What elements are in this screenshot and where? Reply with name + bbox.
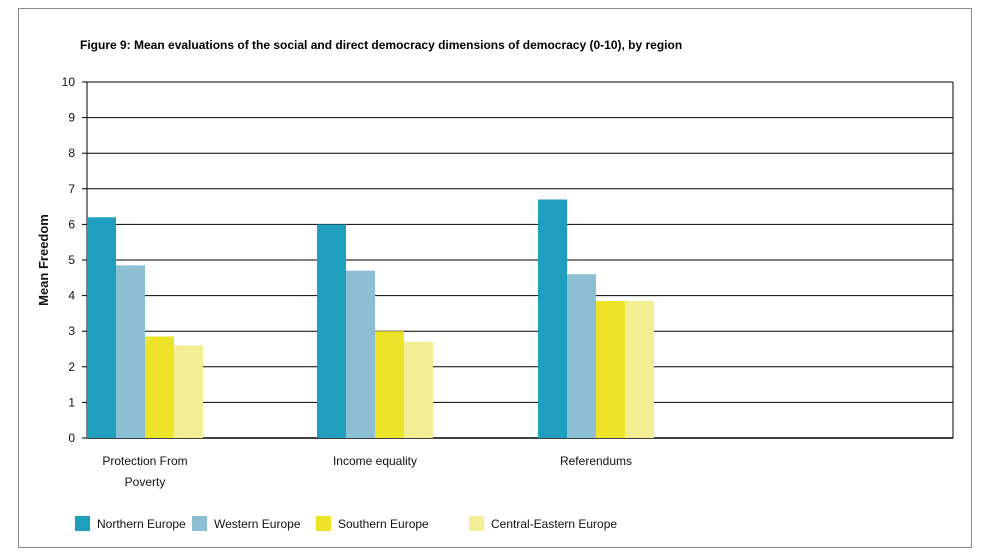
legend-label: Western Europe — [214, 517, 301, 531]
bar — [174, 345, 203, 438]
x-tick-label: Poverty — [125, 475, 166, 489]
legend-swatch — [75, 516, 90, 531]
bar — [375, 331, 404, 438]
y-axis-label: Mean Freedom — [36, 214, 51, 306]
y-tick-label: 5 — [68, 253, 75, 267]
y-tick-label: 6 — [68, 217, 75, 231]
y-tick-label: 0 — [68, 431, 75, 445]
legend-swatch — [192, 516, 207, 531]
x-tick-label: Income equality — [333, 454, 417, 468]
y-tick-label: 3 — [68, 324, 75, 338]
legend-swatch — [469, 516, 484, 531]
y-tick-label: 9 — [68, 111, 75, 125]
y-tick-label: 8 — [68, 146, 75, 160]
bar — [625, 300, 654, 438]
chart-frame — [18, 8, 972, 548]
bar — [317, 224, 346, 438]
bar — [116, 265, 145, 438]
legend-swatch — [316, 516, 331, 531]
bar — [346, 270, 375, 438]
legend-label: Southern Europe — [338, 517, 429, 531]
y-tick-label: 7 — [68, 182, 75, 196]
bar — [567, 274, 596, 438]
bar — [538, 199, 567, 438]
x-tick-label: Protection From — [102, 454, 187, 468]
y-tick-label: 2 — [68, 360, 75, 374]
y-tick-label: 10 — [62, 75, 76, 89]
bar — [404, 341, 433, 438]
legend-label: Central-Eastern Europe — [491, 517, 617, 531]
bar — [87, 217, 116, 438]
legend-label: Northern Europe — [97, 517, 186, 531]
bar — [596, 300, 625, 438]
chart-title: Figure 9: Mean evaluations of the social… — [80, 38, 683, 52]
y-tick-label: 4 — [68, 289, 75, 303]
x-tick-label: Referendums — [560, 454, 632, 468]
y-tick-label: 1 — [68, 395, 75, 409]
bar — [145, 336, 174, 438]
